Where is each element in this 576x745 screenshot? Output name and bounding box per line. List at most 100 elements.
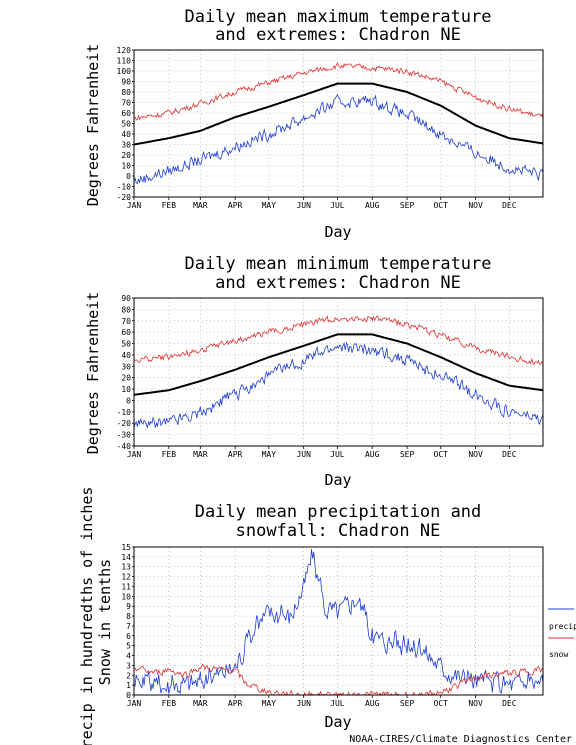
chart3-ylabel2: Snow in tenths xyxy=(96,559,114,685)
series-line-snow xyxy=(133,663,544,697)
series-line-mean xyxy=(133,82,544,146)
x-tick-label: MAY xyxy=(262,699,277,708)
y-tick-label: 30 xyxy=(121,362,131,371)
y-tick-label: -20 xyxy=(117,419,132,428)
y-tick-label: 3 xyxy=(126,661,131,670)
chart3-title-line2: snowfall: Chadron NE xyxy=(236,521,441,541)
x-tick-label: JUN xyxy=(296,201,311,210)
y-tick-label: 120 xyxy=(117,46,132,55)
x-tick-label: JUL xyxy=(330,699,345,708)
y-tick-label: 100 xyxy=(117,67,132,76)
y-tick-label: 0 xyxy=(126,396,131,405)
y-tick-label: 50 xyxy=(121,120,131,129)
x-tick-label: DEC xyxy=(502,699,517,708)
y-tick-label: 11 xyxy=(121,582,131,591)
series-line-mean xyxy=(133,333,544,396)
chart3-ylabel: Precip in hundredths of inches xyxy=(78,487,96,745)
y-tick-label: 10 xyxy=(121,385,131,394)
chart2-plot: -40 -30 -20 -10 0 10 20 30 40 50 60 70 80 90 JAN FEB MAR… xyxy=(117,294,544,459)
x-tick-label: MAY xyxy=(262,201,277,210)
series-line-precip xyxy=(133,549,544,695)
legend-snow-label: snow xyxy=(549,650,568,659)
y-tick-label: 50 xyxy=(121,340,131,349)
x-tick-label: JUN xyxy=(296,699,311,708)
x-tick-label: APR xyxy=(228,699,243,708)
chart3-xlabel: Day xyxy=(324,713,351,731)
x-tick-label: FEB xyxy=(162,699,177,708)
x-tick-label: OCT xyxy=(434,699,449,708)
y-tick-label: 90 xyxy=(121,294,131,303)
credit-text: NOAA-CIRES/Climate Diagnostics Center xyxy=(349,734,572,745)
y-tick-label: 9 xyxy=(126,602,131,611)
x-tick-label: OCT xyxy=(434,450,449,459)
y-tick-label: 110 xyxy=(117,57,132,66)
plot-frame xyxy=(133,297,544,447)
y-tick-label: 70 xyxy=(121,317,131,326)
y-tick-label: 60 xyxy=(121,109,131,118)
x-tick-label: NOV xyxy=(468,699,483,708)
y-tick-label: 70 xyxy=(121,99,131,108)
y-tick-label: 15 xyxy=(121,543,131,552)
x-tick-label: OCT xyxy=(434,201,449,210)
y-tick-label: -10 xyxy=(117,183,132,192)
x-tick-label: MAY xyxy=(262,450,277,459)
chart3-title-line1: Daily mean precipitation and xyxy=(195,502,482,522)
y-tick-label: 8 xyxy=(126,612,131,621)
y-tick-label: 10 xyxy=(121,592,131,601)
y-tick-label: 80 xyxy=(121,305,131,314)
y-tick-label: 4 xyxy=(126,652,131,661)
chart2-title-line2: and extremes: Chadron NE xyxy=(215,273,461,293)
x-tick-label: APR xyxy=(228,201,243,210)
x-tick-label: SEP xyxy=(400,201,415,210)
x-tick-label: DEC xyxy=(502,201,517,210)
y-tick-label: 1 xyxy=(126,681,131,690)
x-tick-label: FEB xyxy=(162,201,177,210)
y-tick-label: 20 xyxy=(121,151,131,160)
y-tick-label: 14 xyxy=(121,553,131,562)
chart2-title-line1: Daily mean minimum temperature xyxy=(184,254,491,274)
y-tick-label: 30 xyxy=(121,141,131,150)
y-tick-label: 0 xyxy=(126,172,131,181)
x-tick-label: MAR xyxy=(193,201,208,210)
x-tick-label: AUG xyxy=(365,450,380,459)
x-tick-label: JUL xyxy=(330,201,345,210)
x-tick-label: JAN xyxy=(127,201,142,210)
y-tick-label: 13 xyxy=(121,563,131,572)
x-tick-label: SEP xyxy=(400,450,415,459)
y-tick-label: -10 xyxy=(117,408,132,417)
x-tick-label: JUL xyxy=(330,450,345,459)
y-tick-label: 60 xyxy=(121,328,131,337)
y-tick-label: 20 xyxy=(121,374,131,383)
chart1-title-line2: and extremes: Chadron NE xyxy=(215,25,461,45)
x-tick-label: MAR xyxy=(193,450,208,459)
y-tick-label: 7 xyxy=(126,622,131,631)
x-tick-label: JUN xyxy=(296,450,311,459)
legend-precip-label: precip xyxy=(549,622,576,631)
plot-frame xyxy=(133,49,544,198)
x-tick-label: FEB xyxy=(162,450,177,459)
series-line-high xyxy=(133,62,544,121)
series-line-low xyxy=(133,93,544,185)
series-line-high xyxy=(133,315,544,366)
x-tick-label: MAR xyxy=(193,699,208,708)
y-tick-label: -30 xyxy=(117,431,132,440)
y-tick-label: 6 xyxy=(126,632,131,641)
y-tick-label: 90 xyxy=(121,78,131,87)
chart2-ylabel: Degrees Fahrenheit xyxy=(84,292,102,455)
y-tick-label: 80 xyxy=(121,88,131,97)
chart1-xlabel: Day xyxy=(324,223,351,241)
y-tick-label: 40 xyxy=(121,351,131,360)
chart2-xlabel: Day xyxy=(324,471,351,489)
y-tick-label: -20 xyxy=(117,193,132,202)
x-tick-label: AUG xyxy=(365,201,380,210)
chart1-title-line1: Daily mean maximum temperature xyxy=(184,7,491,27)
series-line-low xyxy=(133,341,544,429)
x-tick-label: JAN xyxy=(127,450,142,459)
y-tick-label: 5 xyxy=(126,642,131,651)
y-tick-label: -40 xyxy=(117,442,132,451)
y-tick-label: 0 xyxy=(126,691,131,700)
x-tick-label: APR xyxy=(228,450,243,459)
